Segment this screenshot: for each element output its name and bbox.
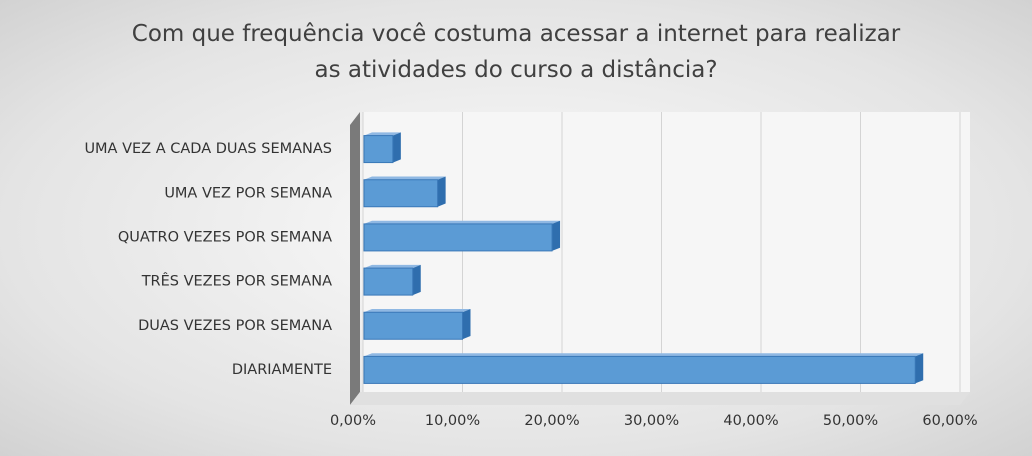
bar-side bbox=[552, 220, 561, 251]
plot-back bbox=[363, 112, 970, 392]
bar-top bbox=[364, 176, 446, 180]
bar bbox=[363, 223, 553, 252]
bar bbox=[363, 311, 463, 340]
bar-side bbox=[412, 264, 421, 296]
bar-top bbox=[364, 220, 561, 224]
x-tick-label: 60,00% bbox=[922, 413, 977, 429]
y-tick-label: DIARIAMENTE bbox=[232, 362, 332, 378]
x-tick-label: 30,00% bbox=[624, 413, 679, 429]
bar-side bbox=[392, 132, 401, 163]
y-tick-label: QUATRO VEZES POR SEMANA bbox=[118, 229, 332, 245]
bar-top bbox=[364, 309, 471, 313]
bar bbox=[363, 179, 439, 208]
bar-side bbox=[462, 309, 471, 340]
y-tick-label: TRÊS VEZES POR SEMANA bbox=[141, 272, 332, 290]
side-wall bbox=[350, 112, 360, 405]
bar-top bbox=[364, 132, 401, 136]
y-tick-label: UMA VEZ A CADA DUAS SEMANAS bbox=[84, 141, 332, 157]
bar-top bbox=[364, 264, 421, 269]
bar-top bbox=[364, 353, 924, 357]
bar-side bbox=[437, 176, 446, 207]
x-tick-label: 50,00% bbox=[823, 413, 878, 429]
y-tick-label: UMA VEZ POR SEMANA bbox=[164, 185, 332, 201]
y-tick-label: DUAS VEZES POR SEMANA bbox=[138, 318, 332, 334]
x-tick-label: 0,00% bbox=[330, 413, 376, 429]
bar bbox=[363, 355, 916, 384]
x-tick-label: 20,00% bbox=[524, 413, 579, 429]
bar bbox=[363, 267, 414, 296]
bar bbox=[363, 135, 394, 164]
floor bbox=[350, 392, 970, 405]
x-tick-label: 10,00% bbox=[425, 413, 480, 429]
chart-title: Com que frequência você costuma acessar … bbox=[131, 21, 901, 83]
bar-side bbox=[915, 353, 924, 384]
x-tick-label: 40,00% bbox=[723, 413, 778, 429]
